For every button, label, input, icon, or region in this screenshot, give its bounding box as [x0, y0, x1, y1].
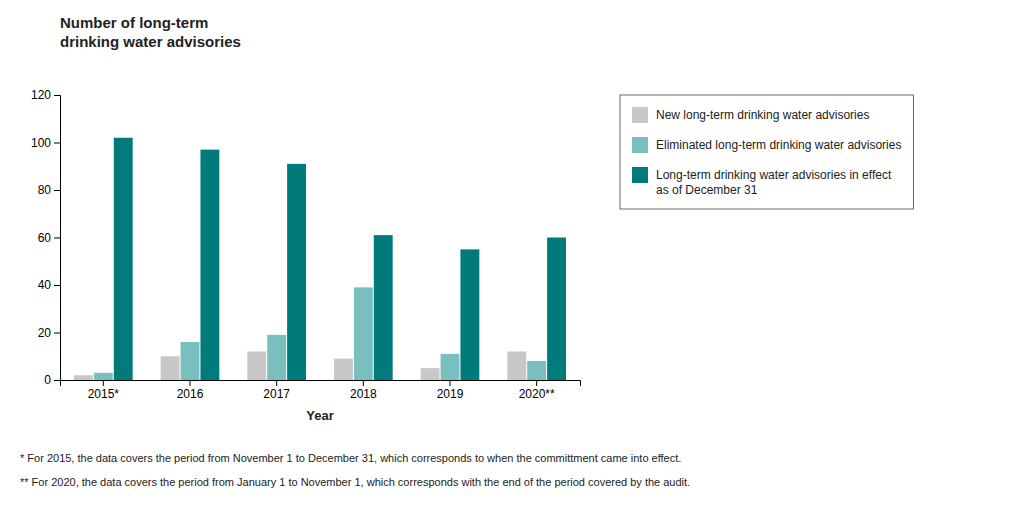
x-tick-label: 2016	[177, 387, 204, 401]
legend-label-line: Long-term drinking water advisories in e…	[656, 168, 892, 182]
y-tick: 40	[38, 278, 60, 292]
bar	[547, 238, 566, 381]
title-line: drinking water advisories	[60, 33, 241, 50]
bar	[460, 249, 479, 380]
bar	[374, 235, 393, 380]
x-axis-line	[61, 381, 581, 387]
y-tick-mark	[54, 333, 60, 334]
legend-swatch	[632, 107, 648, 123]
x-tick: 2017	[263, 380, 290, 401]
x-axis-label: Year	[306, 408, 333, 423]
bar	[287, 164, 306, 380]
x-tick-label: 2017	[263, 387, 290, 401]
title-line: Number of long-term	[60, 14, 208, 31]
x-tick-label: 2020**	[519, 387, 555, 401]
y-tick: 60	[38, 231, 60, 245]
y-axis-line	[54, 96, 61, 381]
y-tick-label: 100	[31, 136, 51, 150]
x-tick-mark	[536, 380, 537, 386]
y-tick-mark	[54, 190, 60, 191]
y-tick-label: 0	[44, 373, 51, 387]
x-tick-mark	[103, 380, 104, 386]
legend-swatch	[632, 137, 648, 153]
x-tick-mark	[363, 380, 364, 386]
legend-label: Eliminated long-term drinking water advi…	[656, 138, 901, 152]
legend-frame	[620, 95, 913, 209]
x-tick-mark	[450, 380, 451, 386]
x-tick: 2018	[350, 380, 377, 401]
plot-area: 2015* 2016 2017 2018 2019 2020** 0 20 40 60 80 100 1…	[31, 88, 581, 400]
series-bars	[114, 138, 566, 380]
legend-swatch	[632, 167, 648, 183]
bar	[161, 356, 180, 380]
x-tick: 2019	[437, 380, 464, 401]
x-tick-mark	[190, 380, 191, 386]
bar	[247, 352, 266, 381]
y-tick: 100	[31, 136, 60, 150]
bar	[507, 352, 526, 381]
y-tick-mark	[54, 380, 60, 381]
chart: Number of long-term drinking water adviso…	[0, 0, 1024, 512]
bar	[334, 359, 353, 380]
y-tick-mark	[54, 143, 60, 144]
y-tick: 80	[38, 183, 60, 197]
x-tick-label: 2015*	[88, 387, 120, 401]
footnote: * For 2015, the data covers the period f…	[20, 452, 681, 464]
title: Number of long-term drinking water adviso…	[60, 14, 241, 50]
y-tick-mark	[54, 95, 60, 96]
bar	[200, 150, 219, 380]
legend-label-line: New long-term drinking water advisories	[656, 108, 869, 122]
legend-label-line: Eliminated long-term drinking water advi…	[656, 138, 901, 152]
bar	[114, 138, 133, 380]
x-tick: 2016	[177, 380, 204, 401]
bar	[527, 361, 546, 380]
y-tick: 120	[31, 88, 60, 102]
y-tick-label: 80	[38, 183, 52, 197]
y-tick-label: 120	[31, 88, 51, 102]
y-tick: 0	[44, 373, 60, 387]
legend-label-line: as of December 31	[656, 183, 758, 197]
bar	[74, 375, 93, 380]
legend-item: Long-term drinking water advisories in e…	[632, 167, 892, 197]
bar	[267, 335, 286, 380]
x-tick: 2015*	[88, 380, 120, 401]
x-axis: 2015* 2016 2017 2018 2019 2020**	[61, 380, 581, 401]
legend-item: New long-term drinking water advisories	[632, 107, 869, 123]
x-tick-label: 2019	[437, 387, 464, 401]
bars	[74, 138, 566, 380]
y-tick-label: 60	[38, 231, 52, 245]
y-tick: 20	[38, 326, 60, 340]
legend-label: Long-term drinking water advisories in e…	[656, 168, 892, 197]
bar	[354, 287, 373, 380]
x-tick-mark	[276, 380, 277, 386]
bar	[421, 368, 440, 380]
legend-label: New long-term drinking water advisories	[656, 108, 869, 122]
y-axis: 0 20 40 60 80 100 120	[31, 88, 61, 387]
x-tick-label: 2018	[350, 387, 377, 401]
y-tick-label: 40	[38, 278, 52, 292]
legend-item: Eliminated long-term drinking water advi…	[632, 137, 901, 153]
y-tick-mark	[54, 285, 60, 286]
y-tick-mark	[54, 238, 60, 239]
bar	[441, 354, 460, 380]
bar	[94, 373, 113, 380]
footnote: ** For 2020, the data covers the period …	[20, 476, 690, 488]
legend: New long-term drinking water advisories E…	[620, 95, 913, 209]
x-tick: 2020**	[519, 380, 555, 401]
y-tick-label: 20	[38, 326, 52, 340]
bar	[181, 342, 200, 380]
